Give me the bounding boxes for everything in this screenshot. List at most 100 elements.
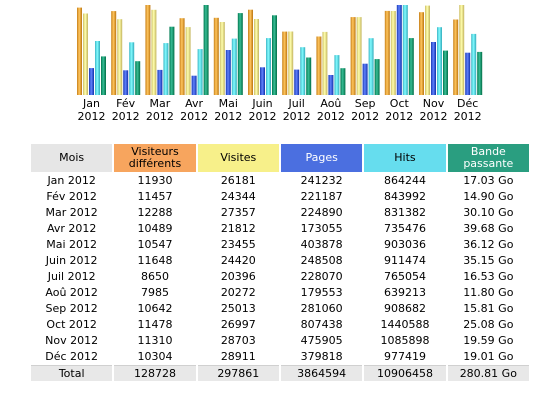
cell-bandwidth: 14.90 Go	[463, 190, 514, 203]
monthly-history-chart	[77, 5, 483, 96]
table-row: Aoû 2012 7985 20272 179553 639213 11.80 Go	[31, 285, 529, 300]
bar-hits-6	[266, 38, 271, 95]
month-label: Aoû 2012	[311, 97, 351, 123]
month-year: 2012	[419, 110, 448, 123]
header-month: Mois	[31, 144, 113, 172]
month-name: Avr	[185, 97, 204, 110]
month-year: 2012	[282, 110, 311, 123]
cell-visits: 28911	[220, 350, 256, 363]
cell-visitors: 10304	[137, 350, 173, 363]
chart-month-labels: Jan 2012 Fév 2012 Mar 2012 Avr 2012 Mai 2012 Juin 2…	[0, 97, 541, 129]
cell-visitors: 11930	[137, 174, 173, 187]
bar-pages-8	[328, 75, 334, 95]
bar-visits-7	[288, 31, 294, 95]
cell-month: Déc 2012	[45, 350, 99, 363]
bar-pages-12	[465, 52, 471, 95]
cell-month: Sep 2012	[45, 302, 98, 315]
cell-visitors: 11648	[137, 254, 173, 267]
month-year: 2012	[248, 110, 277, 123]
cell-bandwidth: 17.03 Go	[463, 174, 514, 187]
month-year: 2012	[385, 110, 414, 123]
cell-month: Mai 2012	[46, 238, 98, 251]
bar-hits-3	[163, 43, 169, 95]
month-name: Sep	[354, 97, 376, 110]
month-label: Juil 2012	[277, 97, 317, 123]
total-label: Total	[31, 365, 113, 381]
bar-visitors-6	[248, 9, 253, 96]
cell-pages: 475905	[300, 334, 343, 347]
cell-hits: 765054	[383, 270, 426, 283]
header-visits: Visites	[197, 144, 279, 172]
bar-visits-9	[356, 17, 362, 96]
bar-bandwidth-10	[408, 38, 414, 95]
month-year: 2012	[145, 110, 174, 123]
month-name: Déc	[457, 97, 479, 110]
month-name: Juil	[288, 97, 305, 110]
bar-visits-11	[425, 5, 430, 96]
cell-month: Fév 2012	[46, 190, 97, 203]
cell-pages: 281060	[300, 302, 343, 315]
cell-bandwidth: 25.08 Go	[463, 318, 514, 331]
bar-pages-11	[431, 42, 436, 95]
month-year: 2012	[351, 110, 380, 123]
bar-hits-5	[231, 38, 237, 95]
month-year: 2012	[214, 110, 243, 123]
cell-pages: 173055	[300, 222, 343, 235]
bar-bandwidth-11	[443, 50, 448, 95]
bar-visits-2	[117, 19, 123, 96]
bar-hits-7	[300, 47, 306, 95]
table-header-row: Mois Visiteurs différents Visites Pages …	[31, 144, 529, 172]
cell-hits: 831382	[383, 206, 426, 219]
bar-visits-3	[151, 9, 157, 95]
cell-visitors: 10489	[137, 222, 173, 235]
cell-month: Mar 2012	[45, 206, 98, 219]
bar-pages-4	[191, 75, 197, 95]
bar-visitors-9	[350, 17, 356, 96]
cell-bandwidth: 36.12 Go	[463, 238, 514, 251]
total-row: Total 128728 297861 3864594 10906458 280…	[31, 365, 529, 381]
cell-month: Jan 2012	[47, 174, 96, 187]
table-row: Oct 2012 11478 26997 807438 1440588 25.08 Go	[31, 317, 529, 332]
bar-visitors-5	[213, 17, 219, 95]
month-year: 2012	[77, 110, 106, 123]
bar-hits-12	[471, 33, 477, 95]
month-name: Mar	[149, 97, 171, 110]
cell-month: Nov 2012	[45, 334, 99, 347]
bar-visitors-12	[453, 19, 459, 95]
cell-month: Aoû 2012	[45, 286, 98, 299]
bar-pages-5	[225, 50, 231, 95]
header-bandwidth: Bande passante	[447, 144, 529, 172]
bar-bandwidth-5	[237, 13, 243, 96]
total-visits: 297861	[197, 365, 279, 381]
bar-bandwidth-2	[135, 61, 141, 95]
cell-bandwidth: 39.68 Go	[463, 222, 514, 235]
cell-visitors: 8650	[140, 270, 169, 283]
cell-pages: 179553	[300, 286, 343, 299]
bar-hits-2	[129, 42, 135, 95]
bar-bandwidth-4	[203, 5, 209, 95]
table-row: Déc 2012 10304 28911 379818 977419 19.01 Go	[31, 349, 529, 364]
month-label: Fév 2012	[106, 97, 146, 123]
bar-visits-1	[83, 13, 88, 95]
bar-visitors-8	[316, 36, 322, 95]
month-name: Oct	[389, 97, 409, 110]
cell-visitors: 11457	[137, 190, 173, 203]
total-pages: 3864594	[280, 365, 363, 381]
cell-month: Juil 2012	[47, 270, 96, 283]
table-row: Mar 2012 12288 27357 224890 831382 30.10 Go	[31, 205, 529, 220]
month-label: Mar 2012	[140, 97, 180, 123]
bar-visitors-11	[419, 12, 424, 96]
cell-pages: 224890	[300, 206, 343, 219]
month-label: Avr 2012	[174, 97, 214, 123]
month-name: Juin	[252, 97, 273, 110]
cell-visitors: 7985	[140, 286, 169, 299]
total-bandwidth: 280.81 Go	[447, 365, 529, 381]
cell-pages: 221187	[300, 190, 343, 203]
cell-visits: 24420	[220, 254, 256, 267]
cell-hits: 864244	[383, 174, 426, 187]
month-name: Aoû	[320, 97, 342, 110]
bar-pages-3	[157, 69, 163, 95]
cell-hits: 639213	[383, 286, 426, 299]
table-row: Mai 2012 10547 23455 403878 903036 36.12 Go	[31, 237, 529, 252]
cell-hits: 977419	[383, 350, 426, 363]
